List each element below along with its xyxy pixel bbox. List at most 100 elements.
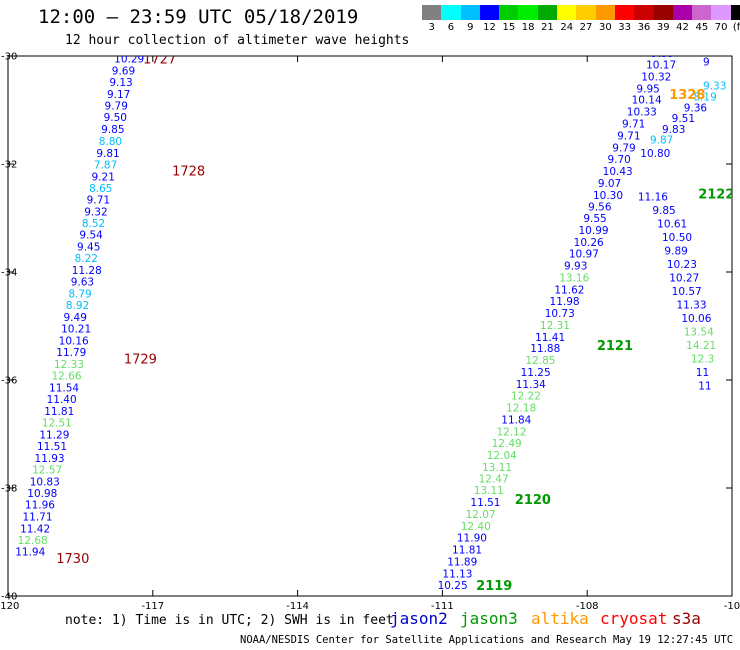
color-scale [422,5,740,20]
wave-height-value: 10.29 [114,54,144,66]
wave-height-value: 11.51 [37,441,67,453]
wave-height-value: 8.80 [665,12,688,24]
wave-height-value: 8.22 [75,253,98,265]
color-swatch [576,5,596,20]
legend-jason3: jason3 [460,609,518,628]
time-label: 1728 [172,164,205,179]
wave-height-value: 9.93 [564,261,587,273]
wave-height-value: 10.06 [681,313,711,325]
wave-height-value: 8.80 [99,136,122,148]
wave-height-value: 12.22 [511,391,541,403]
wave-height-value: 11.79 [56,347,86,359]
color-scale-label: 18 [521,22,535,33]
wave-height-value: 10.80 [640,148,670,160]
wave-height-value: 11 [698,380,711,392]
wave-height-value: 10.30 [593,190,623,202]
wave-height-value: 10.26 [574,237,604,249]
wave-height-value: 12.18 [506,403,536,415]
wave-height-value: 9.17 [107,89,130,101]
wave-height-value: 9.56 [588,202,612,214]
wave-height-value: 9.07 [598,178,621,190]
color-scale-label: 3 [428,22,435,33]
color-swatch [479,5,500,20]
color-swatch [499,5,519,20]
color-swatch [711,5,731,20]
x-tick-label: -10 [724,601,740,612]
plot-content: 10.299.699.139.179.799.509.858.809.817.8… [15,0,734,594]
wave-height-value: 10.83 [30,477,60,489]
wave-height-value: 11.94 [15,547,45,559]
color-swatch [730,5,740,20]
wave-height-value: 9.45 [77,242,100,254]
wave-height-value: 11.51 [470,497,500,509]
wave-height-value: 9.63 [71,277,94,289]
map-subtitle: 12 hour collection of altimeter wave hei… [65,33,410,48]
color-scale-label: (ft) [732,22,740,33]
wave-height-value: 11.54 [49,383,79,395]
wave-height-value: 11.81 [452,545,482,557]
wave-height-value: 9.50 [104,112,127,124]
legend-jason2: jason2 [390,609,448,628]
note-text: note: 1) Time is in UTC; 2) SWH is in fe… [65,613,394,628]
wave-height-value: 9.25 [670,0,693,12]
wave-height-value: 8.19 [693,92,716,104]
wave-height-value: 10.57 [672,286,702,298]
wave-height-value: 12.66 [51,371,81,383]
wave-height-value: 9.13 [109,77,132,89]
wave-height-value: 11.25 [521,367,551,379]
y-tick-label: -40 [1,592,17,603]
wave-height-value: 9.36 [684,102,708,114]
wave-height-value: 12.49 [492,438,522,450]
wave-height-value: 9.83 [662,124,685,136]
wave-height-value: 10.61 [657,218,687,230]
wave-height-value: 9.71 [622,119,645,131]
color-swatch [692,5,712,20]
wave-height-value: 10.33 [627,107,657,119]
wave-height-value: 12.07 [466,509,496,521]
wave-height-value: 10.97 [569,249,599,261]
wave-height-value: 12.68 [18,535,48,547]
wave-height-value: 11.89 [447,556,477,568]
wave-height-value: 11.13 [442,568,472,580]
wave-height-value: 11.29 [39,430,69,442]
wave-height-value: 9.85 [652,205,675,217]
color-swatch [557,5,577,20]
footer-credit: NOAA/NESDIS Center for Satellite Applica… [240,634,740,646]
wave-height-value: 11.90 [457,533,487,545]
color-scale-label: 6 [447,22,455,33]
wave-height-value: 10.16 [59,336,89,348]
wave-height-value: 11.71 [22,512,52,524]
wave-height-value: 10.43 [603,166,633,178]
wave-height-value: 9.85 [101,124,124,136]
color-scale-label: 45 [695,22,709,33]
color-scale-label: 15 [502,22,516,33]
color-scale-label: 42 [676,22,689,33]
wave-height-value: 9 [703,56,710,68]
wave-height-value: 10.27 [669,272,699,284]
wave-height-value: 8.52 [82,218,105,230]
color-scale-label: 39 [656,22,670,33]
wave-height-value: 9.70 [607,154,630,166]
wave-height-value: 9.55 [583,213,606,225]
wave-height-value: 11.33 [676,299,706,311]
plot-frame [7,55,733,597]
wave-height-value: 9.39 [651,48,674,60]
wave-height-value: 14.21 [686,340,716,352]
wave-height-value: 9.81 [96,148,119,160]
wave-height-value: 11.16 [638,191,668,203]
color-swatch [518,5,538,20]
y-tick-label: -30 [1,52,17,63]
wave-height-value: 11.88 [530,343,560,355]
color-scale-label: 24 [560,22,574,33]
wave-height-value: 11.96 [25,500,55,512]
x-tick-label: -114 [286,601,309,612]
wave-height-value: 10.23 [667,259,697,271]
color-swatch [614,5,635,20]
time-label: 2121 [597,339,633,354]
time-label: 2122 [698,188,734,203]
legend-altika: altika [531,609,589,628]
wave-height-value: 12.3 [691,353,714,365]
wave-height-value: 11.98 [550,296,580,308]
wave-height-value: 9.21 [92,171,115,183]
wave-height-value: 12.85 [525,355,555,367]
